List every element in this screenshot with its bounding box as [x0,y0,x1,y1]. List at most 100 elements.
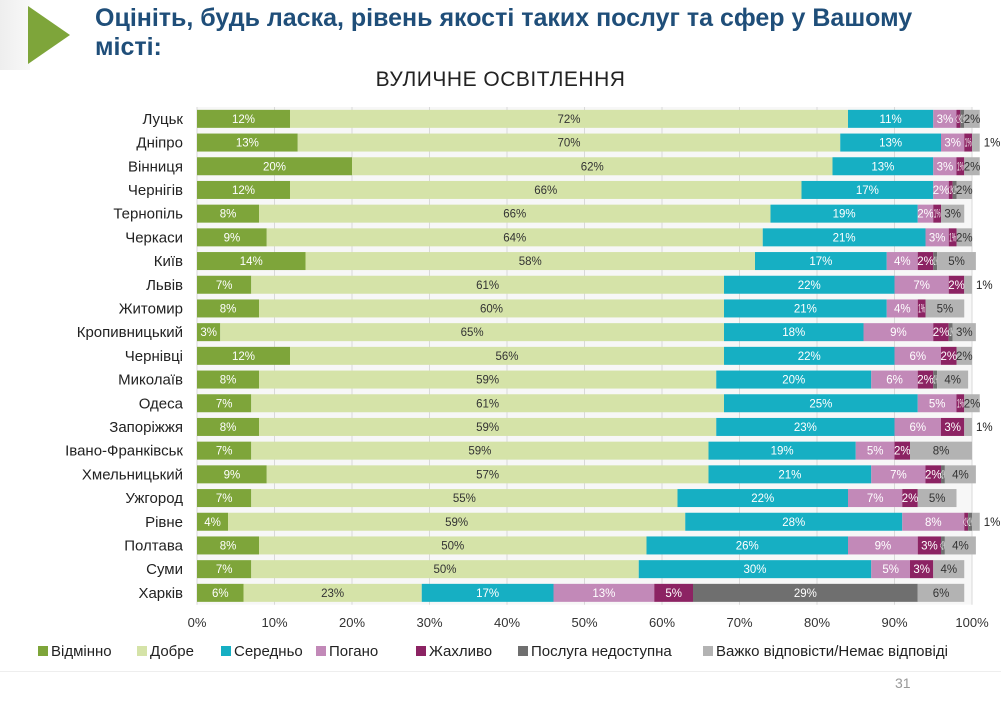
bar-segment [708,441,856,460]
bar-segment [197,465,267,484]
bar-segment [840,133,941,152]
data-label: 65% [461,327,484,339]
data-label: 8% [220,422,237,434]
category-label: Дніпро [136,135,183,152]
data-label: <1% [952,185,958,197]
bar-segment [197,228,267,247]
bar-segment [902,512,965,531]
bar-segment [871,370,918,389]
data-label: 2% [917,209,934,221]
bar-segment [290,346,724,365]
bar-segment [197,489,252,508]
data-label: 7% [216,564,233,576]
data-label: 19% [771,446,794,458]
chart-title: ВУЛИЧНЕ ОСВІТЛЕННЯ [375,68,626,91]
legend-swatch [38,646,48,656]
bar-segment [948,228,957,247]
data-label: 29% [794,588,817,600]
category-label: Київ [154,253,183,270]
data-label: 4% [952,469,969,481]
data-label: 17% [856,185,879,197]
data-label: <1% [955,114,961,126]
bar-segment [251,560,639,579]
data-label: 12% [232,114,255,126]
data-label: 64% [503,232,526,244]
bar-segment [259,417,717,436]
category-label: Миколаїв [118,372,183,389]
data-label: 3% [944,138,961,150]
x-tick-label: 100% [955,615,989,630]
bar-segment [228,512,686,531]
data-label: <1% [959,114,965,126]
bar-segment [871,560,910,579]
data-label: 59% [445,517,468,529]
data-label: 62% [581,161,604,173]
data-label: 2% [917,256,934,268]
data-label: 9% [224,469,241,481]
bar-segment [770,204,918,223]
data-label: 22% [798,280,821,292]
bar-segment [937,370,969,389]
data-label: 17% [476,588,499,600]
data-label: 6% [212,588,229,600]
bar-segment [964,417,972,436]
data-label: 2% [902,493,919,505]
data-label: 17% [809,256,832,268]
data-label: 21% [794,303,817,315]
bar-segment [925,228,949,247]
data-label: 56% [495,351,518,363]
data-label: 7% [216,446,233,458]
data-label: 1% [976,280,993,292]
bar-segment [197,275,252,294]
bar-segment [968,512,972,531]
bar-segment [220,323,724,342]
data-label: <1% [940,540,946,552]
legend-label: Послуга недоступна [531,643,672,660]
data-label: 4% [894,256,911,268]
bar-segment [197,299,259,318]
data-label: <1% [967,517,973,529]
data-label: <1% [932,375,938,387]
bar-segment [972,512,980,531]
data-label: 3% [944,422,961,434]
bar-segment [917,583,965,602]
data-label: 21% [833,232,856,244]
triangle-icon [28,6,70,64]
bar-segment [941,536,945,555]
bar-segment [832,157,934,176]
bar-segment [266,228,763,247]
legend-label: Погано [329,643,378,660]
x-tick-label: 60% [649,615,675,630]
legend-label: Добре [150,643,194,660]
bar-segment [952,180,957,199]
data-label: 13% [236,138,259,150]
data-label: 13% [592,588,615,600]
x-tick-label: 0% [188,615,207,630]
data-label: 66% [503,209,526,221]
bar-segment [925,299,965,318]
bar-segment [259,370,717,389]
bar-segment [886,252,918,271]
bar-segment [941,204,965,223]
bar-segment [197,512,228,531]
data-label: 3% [937,161,954,173]
data-label: 5% [867,446,884,458]
bar-segment [948,180,953,199]
data-label: <1% [948,185,954,197]
bar-segment [724,323,864,342]
bar-segment [259,536,647,555]
legend-swatch [703,646,713,656]
x-tick-label: 70% [726,615,752,630]
bar-segment [964,109,980,128]
category-label: Івано-Франківськ [65,443,183,460]
bar-segment [716,417,895,436]
bar-segment [925,465,941,484]
bar-segment [646,536,848,555]
data-label: 2% [933,327,950,339]
category-label: Харків [138,585,183,602]
category-label: Луцьк [143,111,184,128]
bar-segment [855,441,895,460]
slide-header: Оцініть, будь ласка, рівень якості таких… [0,0,1001,70]
bar-segment [716,370,872,389]
data-label: 1% [965,138,972,150]
